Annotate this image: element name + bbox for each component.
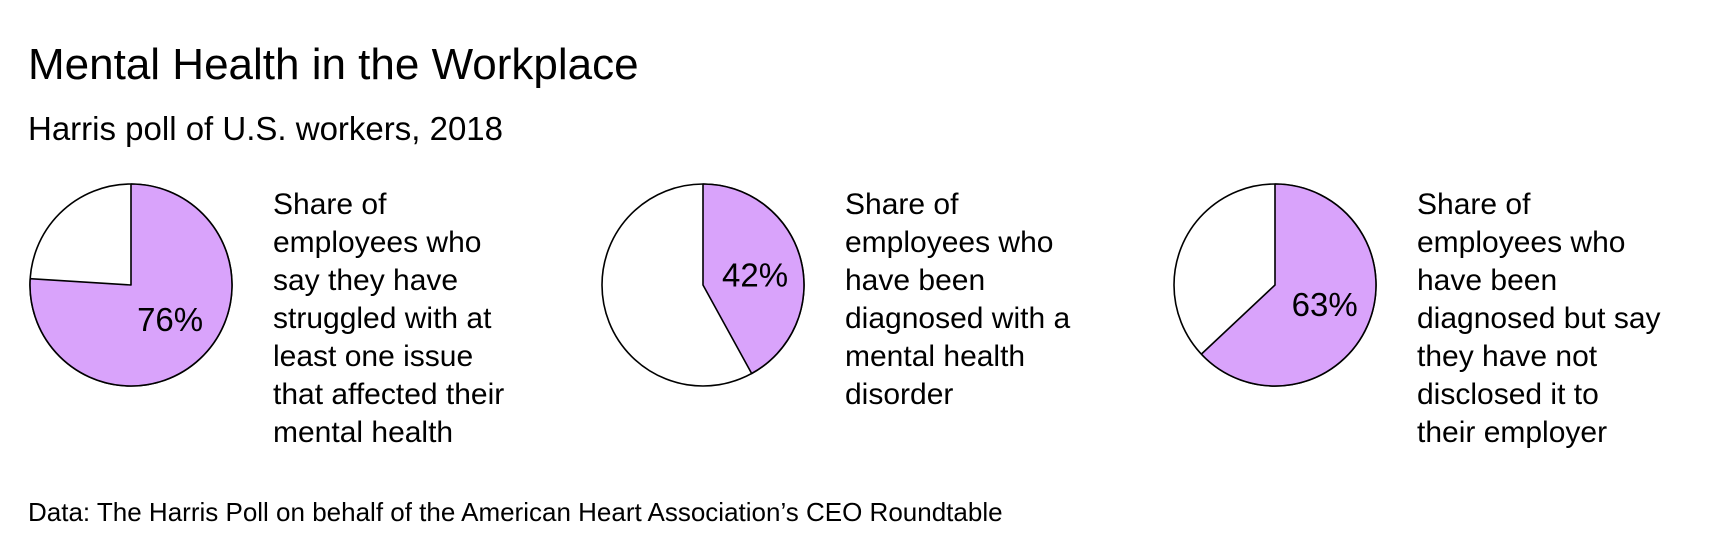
description-line: disorder <box>845 378 954 411</box>
description-line: mental health <box>273 416 454 449</box>
description-line: Share of <box>845 188 959 221</box>
description-line: diagnosed with a <box>845 302 1071 335</box>
pie-description: Share of employees who say they have strugg… <box>273 186 504 452</box>
value-label: 63% <box>1292 286 1358 323</box>
description-line: they have not <box>1417 340 1598 373</box>
description-line: employees who <box>1417 226 1626 259</box>
description-line: have been <box>1417 264 1558 297</box>
description-line: have been <box>845 264 986 297</box>
description-line: least one issue <box>273 340 474 373</box>
description-line: Share of <box>273 188 387 221</box>
description-line: that affected their <box>273 378 505 411</box>
description-line: diagnosed but say <box>1417 302 1661 335</box>
description-line: say they have <box>273 264 459 297</box>
description-line: struggled with at <box>273 302 492 335</box>
description-line: mental health <box>845 340 1026 373</box>
source-note: Data: The Harris Poll on behalf of the A… <box>28 497 1003 527</box>
description-line: disclosed it to <box>1417 378 1599 411</box>
value-label: 42% <box>722 256 788 293</box>
pie-slice <box>29 183 233 387</box>
description-line: employees who <box>845 226 1054 259</box>
subtitle: Harris poll of U.S. workers, 2018 <box>28 110 504 147</box>
value-label: 76% <box>137 301 203 338</box>
description-line: Share of <box>1417 188 1531 221</box>
pie-description: Share of employees who have been diagnosed … <box>845 186 1070 414</box>
pie-description: Share of employees who have been diagnosed … <box>1417 186 1661 452</box>
title: Mental Health in the Workplace <box>28 40 639 89</box>
description-line: their employer <box>1417 416 1608 449</box>
pie-slice <box>702 183 805 375</box>
description-line: employees who <box>273 226 482 259</box>
pie-slice <box>1200 183 1377 387</box>
